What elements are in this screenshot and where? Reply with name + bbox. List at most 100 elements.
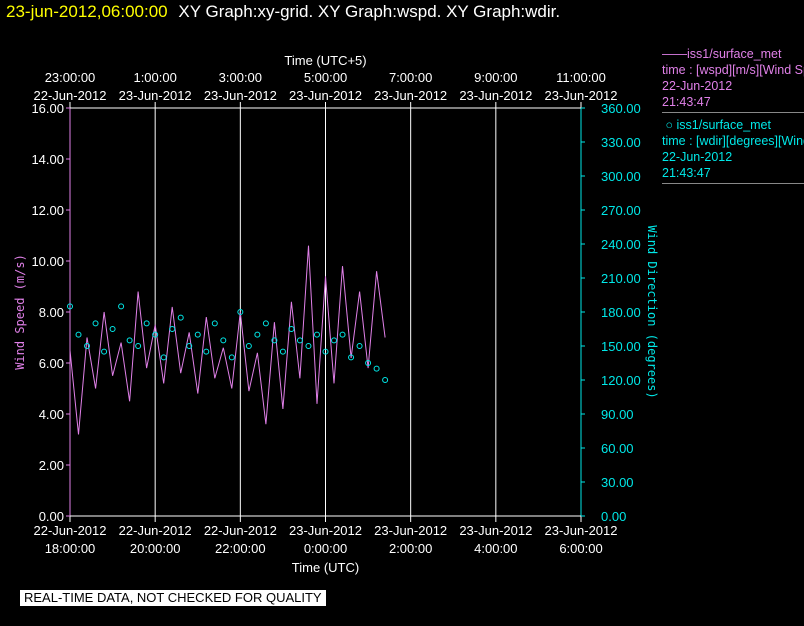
wind-direction-point — [118, 303, 125, 310]
wind-direction-point — [152, 331, 159, 338]
wind-direction-point — [348, 354, 355, 361]
wind-direction-point — [339, 331, 346, 338]
top-tick-date: 23-Jun-2012 — [204, 88, 277, 103]
y-left-tick-label: 6.00 — [39, 356, 64, 371]
wind-direction-point — [126, 337, 133, 344]
top-tick-date: 23-Jun-2012 — [545, 88, 618, 103]
header: 23-jun-2012,06:00:00 XY Graph:xy-grid. X… — [6, 2, 560, 22]
wind-direction-point — [169, 326, 176, 332]
bottom-axis-label: Time (UTC) — [292, 560, 359, 575]
wind-direction-point — [211, 320, 218, 327]
y-left-axis-label: Wind Speed (m/s) — [13, 254, 27, 370]
legend-detail: time : [wdir][degrees][Wind Direction] — [662, 134, 804, 148]
legend-time: 21:43:47 — [662, 95, 711, 109]
top-tick-date: 23-Jun-2012 — [374, 88, 447, 103]
wind-speed-line — [69, 245, 386, 435]
legend-detail: time : [wspd][m/s][Wind Speed] — [662, 63, 804, 77]
y-right-tick-label: 150.00 — [601, 339, 641, 354]
x-tick-date: 22-Jun-2012 — [119, 523, 192, 538]
top-tick-time: 3:00:00 — [219, 70, 262, 85]
y-right-tick-label: 240.00 — [601, 237, 641, 252]
wind-direction-point — [288, 326, 295, 332]
wind-direction-point — [365, 360, 372, 366]
y-right-axis-label: Wind Direction (degrees) — [645, 225, 659, 398]
top-tick-time: 7:00:00 — [389, 70, 432, 85]
wind-direction-point — [75, 331, 82, 338]
x-tick-time: 18:00:00 — [45, 541, 96, 556]
legend-series-name: iss1/surface_met — [676, 118, 771, 132]
wind-direction-point — [262, 320, 269, 327]
header-timestamp: 23-jun-2012,06:00:00 — [6, 2, 168, 21]
x-tick-time: 0:00:00 — [304, 541, 347, 556]
wind-direction-point — [382, 377, 389, 383]
wind-direction-point — [160, 354, 167, 361]
x-tick-date: 22-Jun-2012 — [204, 523, 277, 538]
x-tick-time: 4:00:00 — [474, 541, 517, 556]
wind-direction-point — [177, 314, 184, 321]
wind-direction-point — [67, 303, 73, 310]
x-tick-date: 23-Jun-2012 — [289, 523, 362, 538]
legend-entry-wdir[interactable]: ○ iss1/surface_met — [662, 117, 804, 133]
top-axis-label: Time (UTC+5) — [284, 53, 366, 68]
y-left-tick-label: 8.00 — [39, 305, 64, 320]
top-tick-time: 5:00:00 — [304, 70, 347, 85]
x-tick-date: 23-Jun-2012 — [374, 523, 447, 538]
y-right-tick-label: 60.00 — [601, 441, 634, 456]
wind-direction-point — [143, 320, 150, 327]
y-right-tick-label: 180.00 — [601, 305, 641, 320]
wind-direction-point — [220, 337, 227, 344]
top-tick-time: 9:00:00 — [474, 70, 517, 85]
wind-direction-point — [237, 309, 244, 315]
wind-direction-point — [186, 343, 193, 349]
legend-date: 22-Jun-2012 — [662, 79, 733, 93]
legend-entry-wspd[interactable]: ——iss1/surface_met — [662, 46, 804, 62]
top-tick-time: 1:00:00 — [133, 70, 176, 85]
wind-direction-point — [109, 326, 116, 332]
wind-direction-point — [101, 348, 108, 355]
x-tick-time: 2:00:00 — [389, 541, 432, 556]
top-tick-date: 23-Jun-2012 — [119, 88, 192, 103]
wind-direction-point — [313, 331, 320, 338]
top-tick-date: 23-Jun-2012 — [459, 88, 532, 103]
y-right-tick-label: 270.00 — [601, 203, 641, 218]
wind-direction-point — [84, 343, 91, 349]
x-tick-time: 6:00:00 — [559, 541, 602, 556]
legend-series-name: iss1/surface_met — [687, 47, 782, 61]
legend-line-marker: —— — [662, 47, 687, 61]
legend: ——iss1/surface_met time : [wspd][m/s][Wi… — [662, 46, 804, 188]
y-right-tick-label: 360.00 — [601, 101, 641, 116]
legend-date: 22-Jun-2012 — [662, 150, 733, 164]
wind-direction-point — [356, 343, 363, 349]
y-left-tick-label: 0.00 — [39, 509, 64, 524]
y-right-tick-label: 0.00 — [601, 509, 626, 524]
wind-direction-point — [245, 343, 252, 349]
y-right-tick-label: 300.00 — [601, 169, 641, 184]
y-left-tick-label: 10.00 — [31, 254, 64, 269]
y-left-tick-label: 16.00 — [31, 101, 64, 116]
x-tick-time: 20:00:00 — [130, 541, 181, 556]
y-right-tick-label: 330.00 — [601, 135, 641, 150]
y-right-tick-label: 210.00 — [601, 271, 641, 286]
legend-divider — [662, 112, 804, 113]
wind-direction-point — [203, 348, 210, 355]
top-tick-date: 23-Jun-2012 — [289, 88, 362, 103]
x-tick-date: 23-Jun-2012 — [459, 523, 532, 538]
wind-direction-point — [228, 354, 235, 361]
top-tick-time: 11:00:00 — [556, 70, 606, 85]
wind-direction-point — [322, 348, 329, 355]
x-tick-date: 23-Jun-2012 — [545, 523, 618, 538]
y-left-tick-label: 4.00 — [39, 407, 64, 422]
top-tick-date: 22-Jun-2012 — [34, 88, 107, 103]
y-right-tick-label: 30.00 — [601, 475, 634, 490]
legend-circle-marker: ○ — [662, 118, 677, 132]
quality-notice: REAL-TIME DATA, NOT CHECKED FOR QUALITY — [20, 590, 326, 606]
wind-direction-point — [305, 343, 312, 349]
wind-direction-point — [194, 331, 201, 338]
x-tick-date: 22-Jun-2012 — [34, 523, 107, 538]
wind-direction-point — [135, 343, 142, 349]
wind-direction-point — [279, 348, 286, 355]
wind-direction-point — [331, 337, 338, 344]
legend-time: 21:43:47 — [662, 166, 711, 180]
y-left-tick-label: 2.00 — [39, 458, 64, 473]
